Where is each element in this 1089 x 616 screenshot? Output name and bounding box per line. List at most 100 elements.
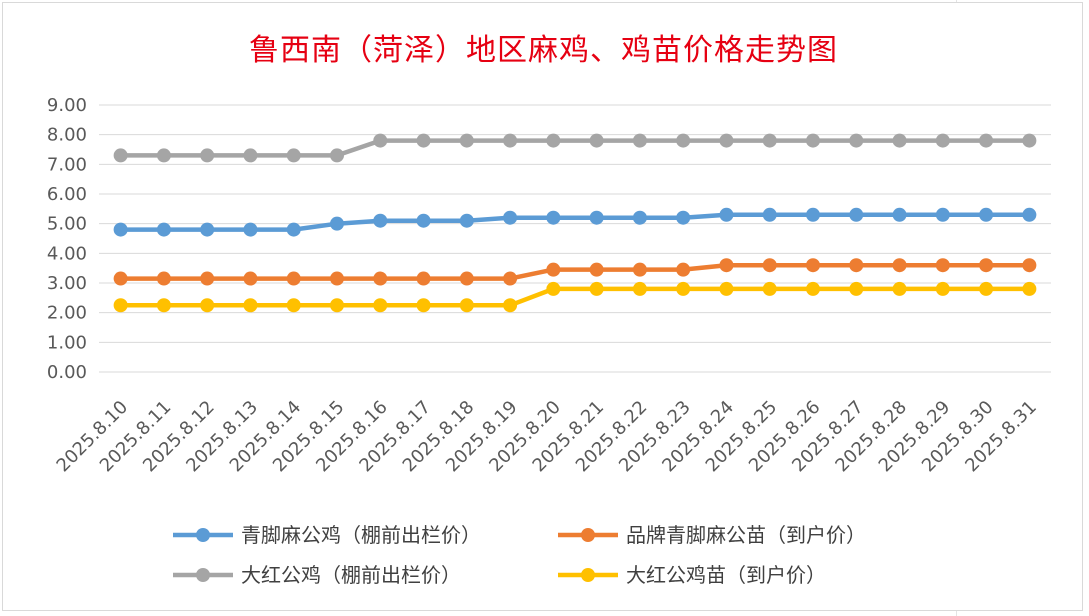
data-point <box>676 262 691 277</box>
data-point <box>979 133 994 148</box>
data-point <box>892 207 907 222</box>
legend-marker <box>196 568 210 582</box>
data-point <box>935 207 950 222</box>
data-point <box>676 133 691 148</box>
y-tick-label: 7.00 <box>47 154 87 175</box>
data-point <box>459 298 474 313</box>
data-point <box>243 148 258 163</box>
data-point <box>373 133 388 148</box>
data-point <box>589 281 604 296</box>
data-point <box>676 281 691 296</box>
series-2 <box>113 258 1037 286</box>
y-tick-label: 0.00 <box>47 362 87 383</box>
data-point <box>892 281 907 296</box>
data-point <box>156 298 171 313</box>
data-point <box>719 133 734 148</box>
y-tick-label: 3.00 <box>47 273 87 294</box>
data-point <box>546 210 561 225</box>
data-point <box>286 222 301 237</box>
data-point <box>1022 258 1037 273</box>
data-point <box>373 298 388 313</box>
data-point <box>200 298 215 313</box>
series-3 <box>113 133 1037 163</box>
data-point <box>156 271 171 286</box>
data-point <box>849 281 864 296</box>
data-point <box>762 207 777 222</box>
data-point <box>113 271 128 286</box>
series-line <box>120 138 1030 158</box>
data-point <box>849 207 864 222</box>
series-line <box>120 286 1030 308</box>
data-point <box>589 133 604 148</box>
data-point <box>546 281 561 296</box>
data-point <box>979 281 994 296</box>
data-point <box>546 262 561 277</box>
chart-title: 鲁西南（菏泽）地区麻鸡、鸡苗价格走势图 <box>249 33 838 68</box>
data-point <box>935 258 950 273</box>
data-point <box>503 133 518 148</box>
data-point <box>849 133 864 148</box>
data-point <box>719 258 734 273</box>
legend-label: 品牌青脚麻公苗（到户价） <box>626 523 866 547</box>
data-point <box>762 281 777 296</box>
y-tick-label: 9.00 <box>47 95 87 116</box>
y-tick-label: 8.00 <box>47 125 87 146</box>
legend-label: 青脚麻公鸡（棚前出栏价） <box>241 523 481 547</box>
data-point <box>632 133 647 148</box>
data-point <box>503 210 518 225</box>
legend-marker <box>196 528 210 542</box>
y-tick-label: 6.00 <box>47 184 87 205</box>
data-point <box>200 148 215 163</box>
data-point <box>416 133 431 148</box>
data-point <box>373 271 388 286</box>
data-point <box>200 271 215 286</box>
legend-item[interactable]: 品牌青脚麻公苗（到户价） <box>558 523 866 547</box>
data-point <box>632 210 647 225</box>
data-point <box>719 207 734 222</box>
data-point <box>416 271 431 286</box>
data-point <box>676 210 691 225</box>
data-point <box>589 210 604 225</box>
data-point <box>632 262 647 277</box>
data-point <box>113 222 128 237</box>
data-point <box>243 271 258 286</box>
data-point <box>373 213 388 228</box>
data-point <box>459 271 474 286</box>
legend-item[interactable]: 大红公鸡苗（到户价） <box>558 563 826 587</box>
data-point <box>286 271 301 286</box>
data-point <box>762 133 777 148</box>
data-point <box>156 222 171 237</box>
data-point <box>503 298 518 313</box>
data-point <box>849 258 864 273</box>
legend-item[interactable]: 青脚麻公鸡（棚前出栏价） <box>173 523 481 547</box>
data-point <box>330 216 344 231</box>
data-point <box>935 281 950 296</box>
data-point <box>156 148 171 163</box>
data-point <box>719 281 734 296</box>
legend-label: 大红公鸡（棚前出栏价） <box>241 563 461 587</box>
legend-marker <box>581 568 595 582</box>
y-tick-label: 5.00 <box>47 214 87 235</box>
y-tick-label: 2.00 <box>47 303 87 324</box>
data-point <box>979 258 994 273</box>
data-point <box>113 148 128 163</box>
data-point <box>762 258 777 273</box>
data-point <box>113 298 128 313</box>
data-point <box>459 133 474 148</box>
data-point <box>286 298 301 313</box>
y-tick-label: 4.00 <box>47 243 87 264</box>
data-point <box>286 148 301 163</box>
legend-label: 大红公鸡苗（到户价） <box>626 563 826 587</box>
data-point <box>330 148 344 163</box>
data-point <box>632 281 647 296</box>
data-point <box>979 207 994 222</box>
data-point <box>243 298 258 313</box>
data-point <box>892 133 907 148</box>
legend-item[interactable]: 大红公鸡（棚前出栏价） <box>173 563 461 587</box>
data-point <box>935 133 950 148</box>
series-line <box>120 262 1030 281</box>
data-point <box>806 133 820 148</box>
data-point <box>330 271 344 286</box>
